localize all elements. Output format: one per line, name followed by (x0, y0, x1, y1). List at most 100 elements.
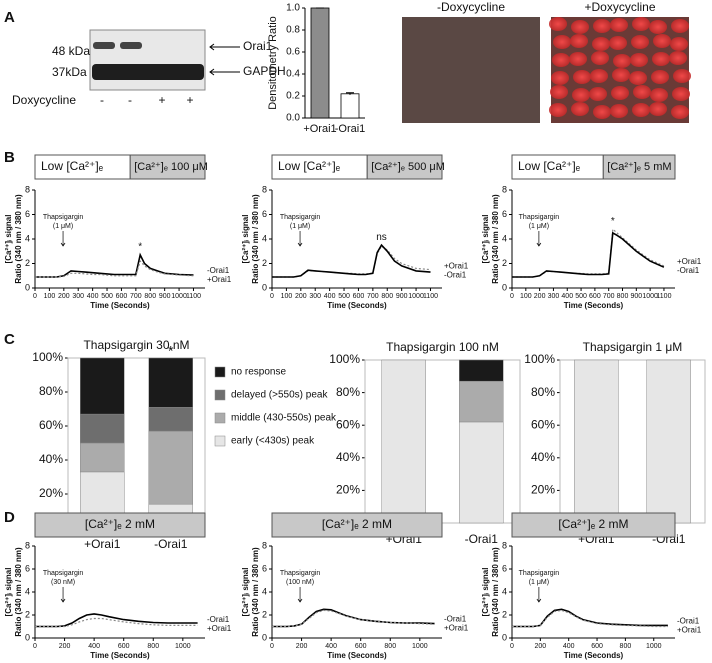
significance: * (611, 216, 615, 227)
x-tick-label: 500 (101, 293, 113, 300)
series-label: +Orai1 (444, 261, 469, 270)
y-tick-label: 4 (25, 586, 30, 596)
cell (549, 103, 567, 117)
series-line (35, 252, 194, 278)
condition-label: [Ca²⁺]ₑ 500 μM (371, 161, 445, 173)
series-label: -Orai1 (444, 270, 467, 279)
cell (591, 51, 609, 65)
band-label: Orai1 (243, 39, 273, 53)
cell (670, 37, 688, 51)
condition-label: [Ca²⁺]ₑ 2 mM (322, 517, 392, 531)
x-tick-label: 1000 (175, 643, 191, 650)
cell (551, 71, 569, 85)
series-line (35, 617, 198, 628)
annotation: (30 nM) (51, 579, 75, 586)
y-tick-label: 2 (262, 258, 267, 268)
x-tick-label: 800 (381, 293, 393, 300)
annotation: Thapsigargin (280, 570, 321, 577)
condition-label: Low [Ca²⁺]ₑ (278, 159, 341, 173)
cell (571, 102, 589, 116)
x-tick-label: 700 (603, 293, 615, 300)
series-label: -Orai1 (677, 266, 700, 275)
y-axis-label: Densitometry Ratio (267, 16, 279, 110)
x-axis-label: Time (Seconds) (327, 301, 387, 310)
legend-label: early (<430s) peak (231, 436, 315, 447)
annotation: Thapsigargin (519, 214, 560, 221)
cell (550, 85, 568, 99)
panel-label: D (4, 509, 15, 526)
treatment-label: Doxycycline (12, 93, 76, 107)
y-axis-label: Ratio (340 nm / 380 nm) (251, 547, 260, 637)
y-tick-label: 20% (336, 483, 360, 497)
x-tick-label: 600 (118, 643, 130, 650)
y-tick-label: 8 (262, 184, 267, 194)
y-axis-label: [Ca²⁺]ᵢ signal (481, 215, 490, 264)
cell (669, 51, 687, 65)
legend-swatch (214, 389, 226, 401)
series-line (512, 231, 665, 278)
y-axis-label: Ratio (340 nm / 380 nm) (14, 194, 23, 284)
x-tick-label: 200 (296, 643, 308, 650)
blot-membrane (89, 29, 206, 91)
cell (629, 71, 647, 85)
annotation: (1 μM) (529, 223, 549, 230)
x-tick-label: 900 (396, 293, 408, 300)
image-title: +Doxycycline (584, 0, 655, 14)
y-tick-label: 2 (262, 609, 267, 619)
cell (630, 53, 648, 67)
panel-label: B (4, 149, 15, 166)
cell (632, 103, 650, 117)
y-tick-label: 0 (25, 282, 30, 292)
y-tick-label: 40% (531, 450, 555, 464)
y-axis-label: [Ca²⁺]ᵢ signal (241, 215, 250, 264)
y-tick-label: 20% (39, 486, 63, 500)
series-label: +Orai1 (677, 626, 702, 635)
y-tick-label: 2 (25, 258, 30, 268)
x-tick-label: -Orai1 (154, 537, 188, 551)
x-tick-label: 800 (147, 643, 159, 650)
x-tick-label: 1100 (423, 293, 438, 300)
cell (610, 104, 628, 118)
cell (610, 18, 628, 32)
bar-segment (80, 442, 125, 473)
y-tick-label: 100% (32, 350, 63, 364)
bar (310, 7, 330, 119)
cell (570, 34, 588, 48)
micrograph (402, 17, 540, 123)
y-tick-label: 0.2 (286, 91, 300, 102)
bar-segment (80, 413, 125, 444)
x-tick-label: 1000 (412, 643, 428, 650)
lane-label: - (100, 93, 104, 107)
y-tick-label: 60% (336, 417, 360, 431)
x-tick-label: 0 (33, 293, 37, 300)
y-tick-label: 0 (25, 632, 30, 642)
series-label: +Orai1 (444, 624, 469, 633)
x-tick-label: -Orai1 (465, 532, 499, 546)
y-tick-label: 4 (502, 233, 507, 243)
y-tick-label: 2 (502, 609, 507, 619)
y-tick-label: 0.4 (286, 69, 300, 80)
y-tick-label: 4 (262, 586, 267, 596)
condition-box (34, 512, 206, 538)
x-tick-label: 1000 (646, 643, 662, 650)
y-tick-label: 40% (336, 450, 360, 464)
cell (673, 69, 691, 83)
series-line (272, 609, 435, 628)
chart-title: Thapsigargin 100 nM (386, 340, 499, 354)
cell (611, 86, 629, 100)
y-tick-label: 6 (502, 209, 507, 219)
cell (552, 53, 570, 67)
x-tick-label: -Orai1 (335, 123, 366, 135)
x-axis-label: Time (Seconds) (90, 301, 150, 310)
x-tick-label: 400 (87, 293, 99, 300)
bar-segment (459, 359, 504, 382)
y-axis-label: [Ca²⁺]ᵢ signal (241, 568, 250, 617)
condition-label: [Ca²⁺]ₑ 100 μM (134, 161, 208, 173)
series-line (512, 609, 668, 628)
size-label: 37kDa (52, 65, 87, 79)
lane-label: + (186, 93, 193, 107)
x-tick-label: 600 (589, 293, 601, 300)
cell (573, 70, 591, 84)
y-axis-label: Ratio (340 nm / 380 nm) (251, 194, 260, 284)
x-axis-label: Time (Seconds) (90, 651, 150, 660)
